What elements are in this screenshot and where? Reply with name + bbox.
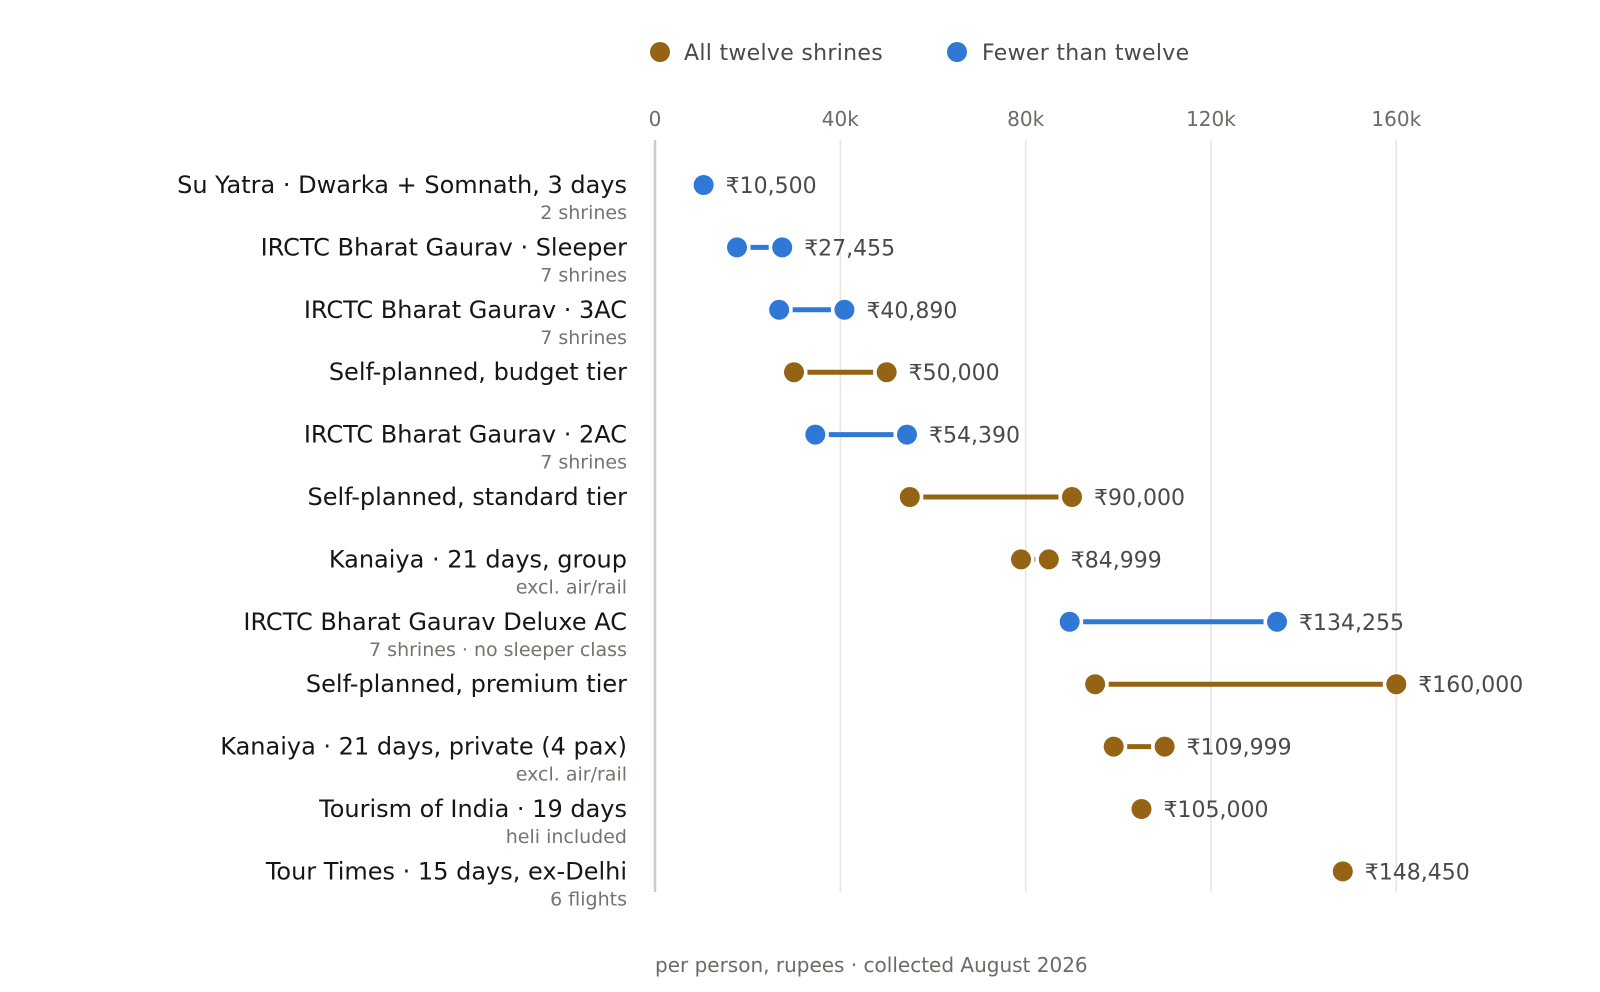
tick-label-40k: 40k bbox=[822, 107, 859, 131]
row-label: Self-planned, budget tier bbox=[329, 358, 627, 386]
high-dot bbox=[1061, 487, 1082, 507]
row-sublabel: excl. air/rail bbox=[516, 764, 627, 786]
row-label: Kanaiya · 21 days, private (4 pax) bbox=[220, 733, 627, 761]
row-9: Self-planned, premium tier ₹160,000 bbox=[306, 670, 1523, 698]
row-label: Kanaiya · 21 days, group bbox=[329, 545, 627, 573]
row-label: IRCTC Bharat Gaurav · 3AC bbox=[304, 296, 627, 324]
row-label: Tour Times · 15 days, ex-Delhi bbox=[265, 857, 627, 885]
row-sublabel: 7 shrines bbox=[540, 264, 627, 286]
low-dot bbox=[783, 362, 804, 383]
rows: Su Yatra · Dwarka + Somnath, 3 days 2 shr… bbox=[177, 171, 1523, 910]
row-3: IRCTC Bharat Gaurav · 3AC 7 shrines ₹40,89… bbox=[304, 296, 958, 349]
value-label: ₹148,450 bbox=[1365, 860, 1470, 885]
value-label: ₹134,255 bbox=[1299, 611, 1404, 636]
row-sublabel: 7 shrines bbox=[540, 452, 627, 474]
gridlines bbox=[839, 140, 1398, 892]
value-label: ₹90,000 bbox=[1094, 486, 1185, 511]
value-dot bbox=[1131, 799, 1152, 819]
high-dot bbox=[1038, 549, 1059, 570]
row-label: Self-planned, premium tier bbox=[306, 670, 627, 698]
value-label: ₹50,000 bbox=[909, 361, 1000, 386]
row-10: Kanaiya · 21 days, private (4 pax) excl. … bbox=[220, 733, 1291, 786]
tick-label-120k: 120k bbox=[1186, 107, 1236, 131]
row-sublabel: 7 shrines bbox=[540, 327, 627, 349]
low-dot bbox=[1011, 549, 1032, 570]
low-dot bbox=[1103, 736, 1124, 757]
value-dot bbox=[693, 175, 714, 195]
row-label: Su Yatra · Dwarka + Somnath, 3 days bbox=[177, 171, 627, 199]
row-5: IRCTC Bharat Gaurav · 2AC 7 shrines ₹54,39… bbox=[304, 421, 1020, 474]
row-label: Self-planned, standard tier bbox=[307, 483, 627, 511]
tick-label-0: 0 bbox=[649, 107, 662, 131]
row-label: IRCTC Bharat Gaurav Deluxe AC bbox=[243, 608, 627, 636]
value-label: ₹105,000 bbox=[1163, 798, 1268, 823]
low-dot bbox=[1059, 611, 1080, 632]
row-2: IRCTC Bharat Gaurav · Sleeper 7 shrines ₹2… bbox=[261, 233, 896, 286]
value-label: ₹10,500 bbox=[726, 174, 817, 199]
legend-label-all: All twelve shrines bbox=[684, 41, 883, 66]
low-dot bbox=[727, 237, 748, 258]
x-axis-ticks: 0 40k 80k 120k 160k bbox=[649, 107, 1422, 131]
row-6: Self-planned, standard tier ₹90,000 bbox=[307, 483, 1185, 511]
legend-dot-all bbox=[650, 42, 670, 62]
high-dot bbox=[1386, 674, 1407, 695]
value-label: ₹27,455 bbox=[804, 236, 895, 261]
tick-label-160k: 160k bbox=[1371, 107, 1421, 131]
legend-dot-fewer bbox=[947, 42, 967, 62]
row-label: Tourism of India · 19 days bbox=[318, 795, 627, 823]
row-sublabel: excl. air/rail bbox=[516, 576, 627, 598]
high-dot bbox=[834, 299, 855, 320]
row-label: IRCTC Bharat Gaurav · 2AC bbox=[304, 421, 627, 449]
row-8: IRCTC Bharat Gaurav Deluxe AC 7 shrines ·… bbox=[243, 608, 1404, 661]
row-sublabel: 7 shrines · no sleeper class bbox=[369, 639, 627, 661]
row-12: Tour Times · 15 days, ex-Delhi 6 flights ₹… bbox=[265, 857, 1470, 910]
row-7: Kanaiya · 21 days, group excl. air/rail ₹8… bbox=[329, 545, 1162, 598]
value-dot bbox=[1332, 861, 1353, 882]
high-dot bbox=[896, 424, 917, 445]
low-dot bbox=[899, 487, 920, 507]
high-dot bbox=[1154, 736, 1175, 757]
legend-label-fewer: Fewer than twelve bbox=[982, 41, 1189, 66]
high-dot bbox=[876, 362, 897, 383]
value-label: ₹109,999 bbox=[1187, 736, 1292, 761]
value-label: ₹160,000 bbox=[1418, 673, 1523, 698]
high-dot bbox=[772, 237, 793, 258]
value-label: ₹40,890 bbox=[866, 299, 957, 324]
value-label: ₹54,390 bbox=[929, 424, 1020, 449]
tick-label-80k: 80k bbox=[1007, 107, 1044, 131]
low-dot bbox=[1085, 674, 1106, 695]
row-1: Su Yatra · Dwarka + Somnath, 3 days 2 shr… bbox=[177, 171, 817, 224]
row-label: IRCTC Bharat Gaurav · Sleeper bbox=[261, 233, 628, 261]
legend: All twelve shrines Fewer than twelve bbox=[650, 41, 1189, 66]
row-4: Self-planned, budget tier ₹50,000 bbox=[329, 358, 1000, 386]
chart-note: per person, rupees · collected August 20… bbox=[655, 953, 1088, 977]
low-dot bbox=[805, 424, 826, 445]
row-11: Tourism of India · 19 days heli included ₹… bbox=[318, 795, 1268, 848]
row-sublabel: 6 flights bbox=[550, 888, 627, 910]
row-sublabel: 2 shrines bbox=[540, 202, 627, 224]
row-sublabel: heli included bbox=[506, 826, 627, 848]
low-dot bbox=[769, 299, 790, 320]
high-dot bbox=[1267, 611, 1288, 632]
value-label: ₹84,999 bbox=[1071, 548, 1162, 573]
